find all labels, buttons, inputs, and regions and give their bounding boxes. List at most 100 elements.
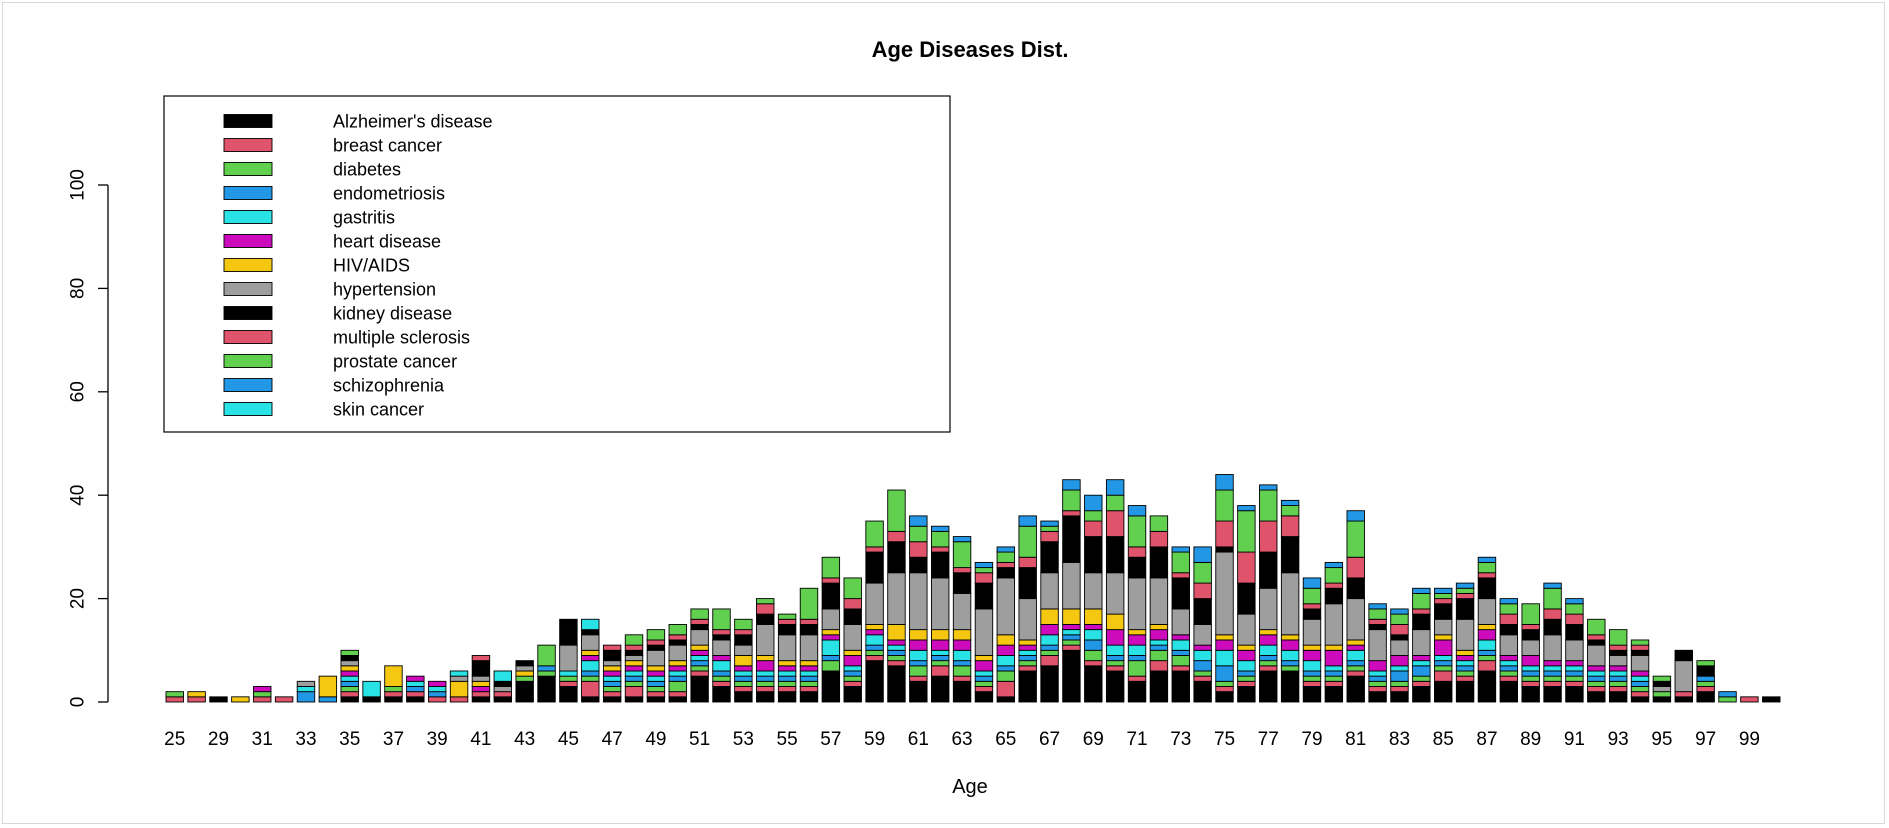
bar-segment <box>1368 680 1387 687</box>
x-axis-label: Age <box>952 776 988 798</box>
bar-segment <box>952 665 972 677</box>
x-tick-label: 87 <box>1476 729 1497 750</box>
bar-segment <box>581 655 600 662</box>
bar-segment <box>931 525 950 532</box>
bar-segment <box>777 624 797 636</box>
bar-segment <box>1018 525 1037 558</box>
bar-segment <box>559 686 578 703</box>
bar-segment <box>756 655 775 662</box>
bar-segment <box>1630 644 1650 651</box>
bar-segment <box>624 680 644 687</box>
bar-segment <box>1105 536 1125 574</box>
bar-segment <box>887 572 906 625</box>
bar-segment <box>1193 670 1212 677</box>
bar-segment <box>1499 675 1519 682</box>
legend-swatch <box>223 306 273 320</box>
bar-segment <box>1543 634 1562 662</box>
bar-segment <box>865 546 884 553</box>
bar-segment <box>1215 474 1234 491</box>
bar-segment <box>1346 649 1365 662</box>
bar-segment <box>777 670 797 677</box>
x-tick-label: 59 <box>864 729 885 750</box>
bar-segment <box>581 660 600 672</box>
x-tick-label: 61 <box>908 729 929 750</box>
bar-segment <box>865 582 884 625</box>
bar-segment <box>581 680 600 698</box>
bar-segment <box>1565 675 1584 682</box>
bar-segment <box>931 675 950 703</box>
legend-swatch <box>223 210 273 224</box>
bar-segment <box>1565 665 1584 672</box>
bar-segment <box>974 572 994 584</box>
bar-segment <box>756 680 775 687</box>
bar-segment <box>1412 613 1431 631</box>
bar-segment <box>1302 649 1322 662</box>
bar-segment <box>1390 655 1409 667</box>
bar-segment <box>1302 686 1322 703</box>
bar-segment <box>559 670 578 677</box>
bar-segment <box>1477 670 1497 703</box>
bar-segment <box>602 686 622 693</box>
bar-segment <box>1018 670 1037 703</box>
x-tick-labels: 25 29 31 33 35 37 39 41 43 45 47 49 51 53 55 57 59 61 63 65… <box>164 729 1760 750</box>
bar-segment <box>1368 675 1387 682</box>
bar-segment <box>471 675 491 682</box>
bar-segment <box>340 670 359 677</box>
bar-segment <box>1630 670 1650 677</box>
x-tick-label: 45 <box>558 729 579 750</box>
bar-segment <box>996 644 1016 656</box>
bar-segment <box>624 660 644 667</box>
x-tick-label: 75 <box>1214 729 1235 750</box>
bar-segment <box>1587 665 1606 672</box>
bar-segment <box>1346 510 1365 522</box>
bar-segment <box>1368 618 1387 625</box>
bar-segment <box>1499 660 1519 667</box>
bar-segment <box>887 541 906 574</box>
bar-segment <box>734 655 753 667</box>
bar-segment <box>449 670 469 677</box>
chart-title: Age Diseases Dist. <box>872 37 1069 62</box>
bar-segment <box>340 675 359 682</box>
legend-label: skin cancer <box>333 400 424 420</box>
bar-segment <box>799 675 819 682</box>
bar-segment <box>843 655 862 667</box>
bar-segment <box>1193 582 1212 600</box>
bar-segment <box>1543 675 1562 682</box>
bar-segment <box>1259 587 1278 631</box>
bar-segment <box>1084 494 1103 512</box>
bar-segment <box>996 561 1016 569</box>
bar-segment <box>799 691 819 703</box>
bar-segment <box>931 551 950 579</box>
bar-segment <box>887 639 906 646</box>
bar-segment <box>1499 598 1519 605</box>
bar-segment <box>515 670 534 677</box>
bar-segment <box>1324 587 1344 605</box>
bar-segment <box>734 618 753 631</box>
bar-segment <box>931 665 950 677</box>
bar-segment <box>165 696 184 703</box>
bar-segment <box>624 634 644 646</box>
x-tick-label: 49 <box>645 729 666 750</box>
bar-segment <box>1040 665 1059 703</box>
bar-segment <box>1105 613 1125 631</box>
bar-segment <box>1105 629 1125 646</box>
bar-segment <box>406 691 425 698</box>
bar-segment <box>1346 665 1365 672</box>
bar-segment <box>1455 665 1475 672</box>
bar-segment <box>1018 556 1037 569</box>
x-tick-label: 85 <box>1433 729 1454 750</box>
x-tick-label: 35 <box>339 729 360 750</box>
bar-segment <box>1193 624 1212 646</box>
bar-segment <box>887 665 906 703</box>
bar-segment <box>887 649 906 656</box>
bar-segment <box>734 680 753 687</box>
bar-segment <box>1149 644 1169 651</box>
bar-segment <box>1018 655 1037 662</box>
bar-segment <box>296 691 316 703</box>
bar-segment <box>1412 660 1431 667</box>
bar-segment <box>1587 644 1606 667</box>
bar-segment <box>1040 530 1059 543</box>
bar-segment <box>887 489 906 532</box>
bar-segment <box>1149 624 1169 631</box>
bar-segment <box>1455 582 1475 589</box>
